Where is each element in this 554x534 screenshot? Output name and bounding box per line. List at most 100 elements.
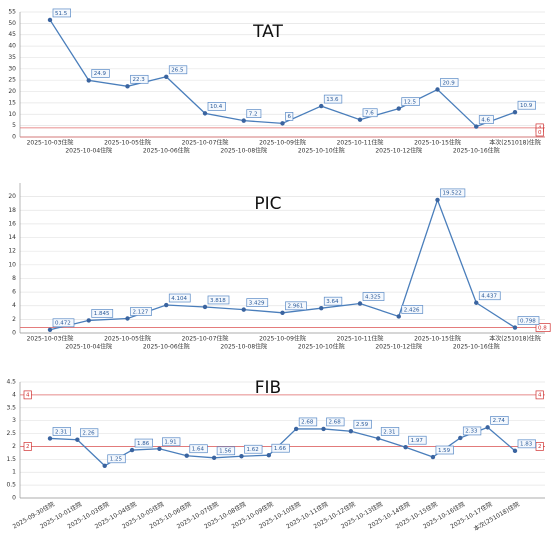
- data-point: [485, 425, 490, 430]
- x-tick-label: 2025-10-16住院: [453, 147, 500, 155]
- x-tick-label: 2025-10-04住院: [65, 147, 112, 155]
- data-label-box: [517, 316, 540, 325]
- data-label: 1.62: [246, 447, 258, 453]
- data-point: [164, 74, 169, 79]
- data-label-box: [244, 444, 263, 454]
- data-label: 2.68: [301, 420, 314, 426]
- data-point: [396, 314, 401, 319]
- data-label: 2.31: [55, 429, 67, 435]
- data-point: [86, 78, 91, 83]
- data-point: [241, 307, 246, 312]
- data-label: 0.798: [520, 318, 536, 324]
- data-label: 1.25: [110, 457, 123, 463]
- data-label-box: [80, 428, 99, 438]
- data-label: 2.961: [288, 304, 304, 310]
- data-label-box: [246, 298, 269, 307]
- data-label: 2.68: [329, 420, 342, 426]
- data-label: 4.104: [171, 296, 187, 302]
- y-tick-label: 0.5: [6, 482, 16, 489]
- y-tick-label: 4: [12, 302, 16, 309]
- data-point: [357, 117, 363, 122]
- data-point: [512, 110, 518, 115]
- x-tick-label: 2025-10-11住院: [337, 139, 384, 147]
- x-tick-label: 2025-10-04住院: [65, 343, 112, 351]
- data-label-box: [478, 291, 501, 301]
- data-label-box: [52, 318, 75, 328]
- y-tick-label: 10: [8, 261, 16, 268]
- data-label-box: [462, 426, 482, 436]
- chart-title: PIC: [254, 194, 281, 214]
- data-point: [129, 447, 135, 453]
- data-label: 3.429: [249, 300, 265, 306]
- data-label-box: [189, 444, 208, 454]
- reference-label-box: [535, 390, 544, 400]
- data-label-box: [401, 305, 424, 314]
- data-label-box: [362, 108, 378, 118]
- y-tick-label: 5: [12, 122, 16, 129]
- data-point: [202, 111, 208, 116]
- data-label: 10.9: [520, 103, 533, 109]
- data-label-box: [285, 301, 307, 311]
- data-point: [102, 463, 107, 468]
- y-tick-label: 40: [8, 43, 16, 50]
- data-point: [396, 106, 401, 111]
- data-label-box: [323, 296, 343, 306]
- x-tick-label: 2025-10-07住院: [182, 335, 229, 343]
- y-tick-label: 0: [12, 495, 16, 502]
- data-label-box: [52, 427, 71, 436]
- data-label: 2.127: [133, 309, 149, 315]
- data-label-box: [435, 445, 454, 455]
- data-label: 20.9: [443, 80, 456, 86]
- x-tick-label: 2025-10-09住院: [259, 139, 306, 147]
- y-tick-label: 0: [12, 134, 16, 141]
- reference-label: 2: [26, 444, 30, 450]
- data-point: [47, 436, 53, 441]
- x-tick-label: 2025-10-03住院: [27, 335, 74, 343]
- data-label-box: [91, 309, 114, 318]
- x-tick-label: 2025-10-10住院: [298, 147, 345, 155]
- data-point: [293, 426, 299, 432]
- x-tick-label: 2025-10-06住院: [143, 147, 190, 155]
- data-label-box: [478, 115, 494, 124]
- y-tick-label: 1: [12, 469, 16, 476]
- y-tick-label: 18: [8, 207, 16, 214]
- y-tick-label: 30: [8, 65, 16, 72]
- data-point: [376, 436, 381, 441]
- x-tick-label: 2025-10-08住院: [220, 147, 267, 155]
- x-tick-label: 2025-10-15住院: [414, 139, 461, 147]
- data-point: [319, 305, 324, 311]
- data-point: [474, 124, 479, 129]
- x-tick-label: 2025-10-12住院: [375, 147, 422, 155]
- data-point: [435, 87, 440, 92]
- data-label: 1.64: [192, 447, 205, 453]
- data-label-box: [323, 94, 343, 104]
- data-label-box: [91, 69, 110, 78]
- data-point: [435, 197, 440, 203]
- data-label: 10.4: [210, 104, 223, 110]
- y-tick-label: 15: [8, 99, 16, 106]
- data-label: 12.5: [404, 99, 417, 105]
- reference-label-box: [23, 390, 32, 400]
- y-tick-label: 20: [8, 193, 16, 200]
- data-label-box: [130, 74, 149, 84]
- y-tick-label: 14: [8, 234, 16, 241]
- y-tick-label: 20: [8, 88, 16, 95]
- data-label: 2.31: [383, 429, 395, 435]
- y-tick-label: 16: [8, 220, 16, 227]
- y-tick-label: 2: [12, 443, 16, 450]
- x-tick-label: 本次(251018)住院: [489, 139, 541, 147]
- data-label-box: [168, 65, 188, 75]
- data-label: 19.522: [443, 191, 462, 197]
- data-label: 2.26: [82, 431, 95, 437]
- data-label: 1.86: [137, 441, 150, 447]
- x-tick-label: 2025-10-07住院: [182, 139, 229, 147]
- data-label-box: [298, 417, 318, 427]
- data-label: 1.83: [520, 442, 533, 448]
- x-tick-label: 本次(251018)住院: [489, 335, 541, 343]
- data-label-box: [326, 417, 345, 427]
- data-label: 7.6: [365, 111, 374, 117]
- reference-label: 0.8: [538, 325, 547, 331]
- data-point: [164, 302, 169, 308]
- data-point: [125, 316, 130, 321]
